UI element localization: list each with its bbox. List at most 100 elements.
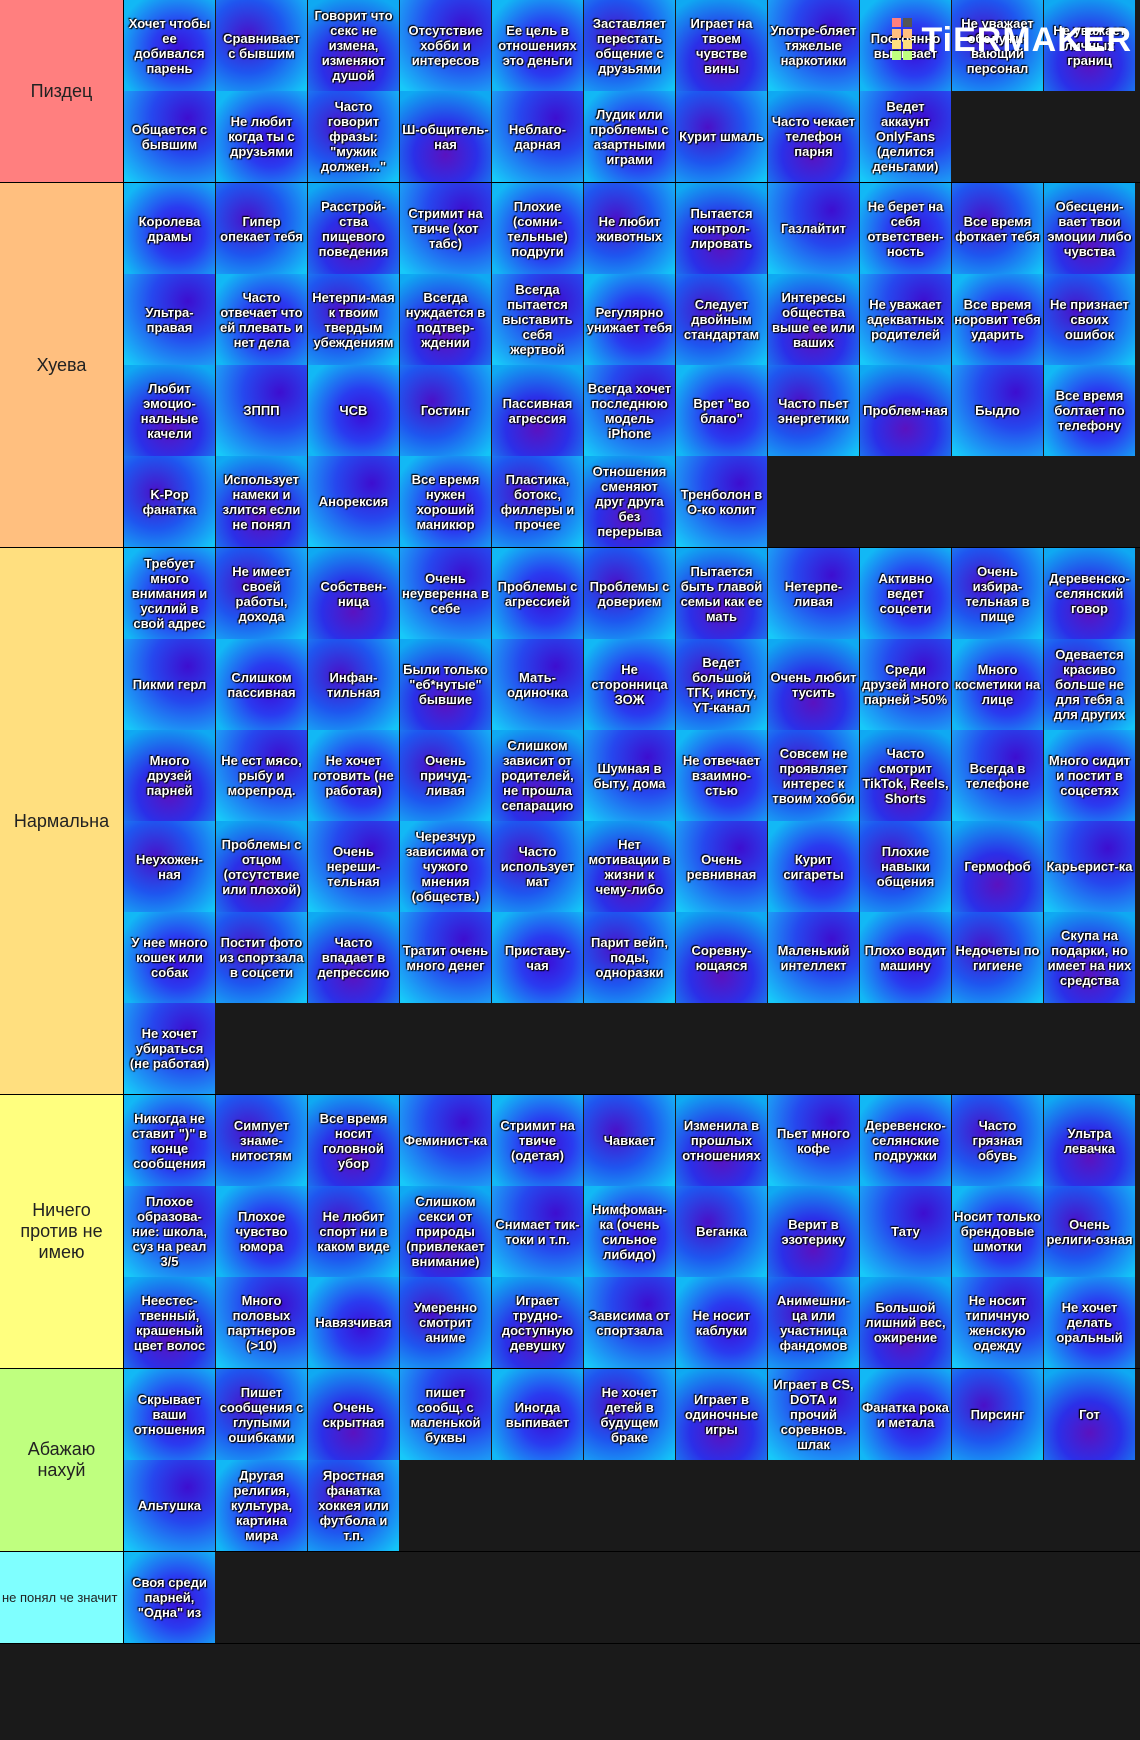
tier-item: Симпует знаме-нитостям (216, 1095, 307, 1186)
tier-item: Умеренно смотрит аниме (400, 1277, 491, 1368)
tier-item: Очень избира-тельная в пище (952, 548, 1043, 639)
tier-item: Не хочет убираться (не работая) (124, 1003, 215, 1094)
tier-items: Хочет чтобы ее добивался парень Сравнивае… (124, 0, 1139, 182)
tier-item: Королева драмы (124, 183, 215, 274)
tier-item: Деревенско-селянские подружки (860, 1095, 951, 1186)
tier-item: Играет в одиночные игры (676, 1369, 767, 1460)
tier-item: Все время болтает по телефону (1044, 365, 1135, 456)
tier-row: Ничего против не имею Никогда не ставит "… (0, 1095, 1140, 1369)
tier-item: Плохо водит машину (860, 912, 951, 1003)
tier-item: Фанатка рока и метала (860, 1369, 951, 1460)
tier-item: Быдло (952, 365, 1043, 456)
tier-item: Шумная в быту, дома (584, 730, 675, 821)
tier-item: Заставляет перестать общение с друзьями (584, 0, 675, 91)
tier-row: Хуева Королева драмы Гипер опекает тебя Рас… (0, 183, 1140, 548)
tier-item: Не любит когда ты с друзьями (216, 91, 307, 182)
tier-item: Ведет большой ТГК, инсту, YT-канал (676, 639, 767, 730)
tier-item: Слишком секси от природы (привлекает вни… (400, 1186, 491, 1277)
tier-item: Недочеты по гигиене (952, 912, 1043, 1003)
tier-item: Ультра левачка (1044, 1095, 1135, 1186)
tier-item: Требует много внимания и усилий в свой а… (124, 548, 215, 639)
tier-item: Мать-одиночка (492, 639, 583, 730)
tier-item: Пытается контрол-лировать (676, 183, 767, 274)
tier-item: Нет мотивации в жизни к чему-либо (584, 821, 675, 912)
tier-item: Пластика, ботокс, филлеры и прочее (492, 456, 583, 547)
tier-item: Гермофоб (952, 821, 1043, 912)
tier-item: Все время фоткает тебя (952, 183, 1043, 274)
tier-row: не понял че значит Своя среди парней, "Од… (0, 1552, 1140, 1644)
tier-item: Очень причуд-ливая (400, 730, 491, 821)
tier-item: Не любит животных (584, 183, 675, 274)
tier-item: Газлайтит (768, 183, 859, 274)
tier-item: Собствен-ница (308, 548, 399, 639)
tier-item: Не уважает адекватных родителей (860, 274, 951, 365)
tier-item: Пытается быть главой семьи как ее мать (676, 548, 767, 639)
tier-item: Другая религия, культура, картина мира (216, 1460, 307, 1551)
tier-item: Среди друзей много парней >50% (860, 639, 951, 730)
tier-item: Использует намеки и злится если не понял (216, 456, 307, 547)
tier-item: Приставу-чая (492, 912, 583, 1003)
logo-text: TiERMAKER (921, 20, 1132, 59)
tier-label: Абажаю нахуй (0, 1369, 124, 1551)
tier-item: Активно ведет соцсети (860, 548, 951, 639)
tier-item: Стримит на твиче (хот табс) (400, 183, 491, 274)
tier-items: Никогда не ставит ")" в конце сообщения С… (124, 1095, 1139, 1368)
tier-item: Скрывает ваши отношения (124, 1369, 215, 1460)
tier-item: Хочет чтобы ее добивался парень (124, 0, 215, 91)
tier-item: Изменила в прошлых отношениях (676, 1095, 767, 1186)
tier-item: Пикми герл (124, 639, 215, 730)
tier-item: Одевается красиво больше не для тебя а д… (1044, 639, 1135, 730)
tier-item: Следует двойным стандартам (676, 274, 767, 365)
tier-item: Играет трудно-доступную девушку (492, 1277, 583, 1368)
tier-item: Карьерист-ка (1044, 821, 1135, 912)
tier-item: Обесцени-вает твои эмоции либо чувства (1044, 183, 1135, 274)
tier-item: ЧСВ (308, 365, 399, 456)
tier-item: Врет "во благо" (676, 365, 767, 456)
tier-item: ЗППП (216, 365, 307, 456)
tier-item: Деревенско-селянский говор (1044, 548, 1135, 639)
tier-item: Все время норовит тебя ударить (952, 274, 1043, 365)
tier-item: Иногда выпивает (492, 1369, 583, 1460)
tier-item: Нимфоман-ка (очень сильное либидо) (584, 1186, 675, 1277)
tier-item: Гостинг (400, 365, 491, 456)
tier-item: Очень нереши-тельная (308, 821, 399, 912)
tier-item: Проблем-ная (860, 365, 951, 456)
tier-label: Ничего против не имею (0, 1095, 124, 1368)
tier-item: Чавкает (584, 1095, 675, 1186)
tier-item: Не берет на себя ответствен-ность (860, 183, 951, 274)
tier-item: Верит в эзотерику (768, 1186, 859, 1277)
tier-item: У нее много кошек или собак (124, 912, 215, 1003)
tier-item: Часто смотрит TikTok, Reels, Shorts (860, 730, 951, 821)
tier-item: Плохие (сомни-тельные) подруги (492, 183, 583, 274)
tier-item: Курит шмаль (676, 91, 767, 182)
tier-item: Не имеет своей работы, дохода (216, 548, 307, 639)
tier-item: Нетерпе-ливая (768, 548, 859, 639)
tier-item: Всегда нуждается в подтвер-ждении (400, 274, 491, 365)
tier-label: Хуева (0, 183, 124, 547)
tier-item: пишет сообщ. с маленькой буквы (400, 1369, 491, 1460)
tier-item: Не признает своих ошибок (1044, 274, 1135, 365)
tier-item: Ультра-правая (124, 274, 215, 365)
tier-item: Плохое образова-ние: школа, суз на реал … (124, 1186, 215, 1277)
tier-item: Отсутствие хобби и интересов (400, 0, 491, 91)
tier-item: Постит фото из спортзала в соцсети (216, 912, 307, 1003)
tier-item: Курит сигареты (768, 821, 859, 912)
tier-row: Нармальна Требует много внимания и усилий… (0, 548, 1140, 1095)
tier-item: Часто впадает в депрессию (308, 912, 399, 1003)
tier-item: Всегда в телефоне (952, 730, 1043, 821)
tier-item: Парит вейп, поды, одноразки (584, 912, 675, 1003)
tier-item: Плохие навыки общения (860, 821, 951, 912)
tier-items: Требует много внимания и усилий в свой а… (124, 548, 1139, 1094)
tier-item: Черезчур зависима от чужого мнения (обще… (400, 821, 491, 912)
tier-item: Часто пьет энергетики (768, 365, 859, 456)
tier-item: Очень неуверенна в себе (400, 548, 491, 639)
tier-item: Часто чекает телефон парня (768, 91, 859, 182)
tier-item: Часто отвечает что ей плевать и нет дела (216, 274, 307, 365)
tier-item: Стримит на твиче (одетая) (492, 1095, 583, 1186)
tier-item: Не сторонница ЗОЖ (584, 639, 675, 730)
tier-item: Не носит каблуки (676, 1277, 767, 1368)
tier-item: Очень ревнивная (676, 821, 767, 912)
tier-item: Пирсинг (952, 1369, 1043, 1460)
tier-item: Не хочет детей в будущем браке (584, 1369, 675, 1460)
